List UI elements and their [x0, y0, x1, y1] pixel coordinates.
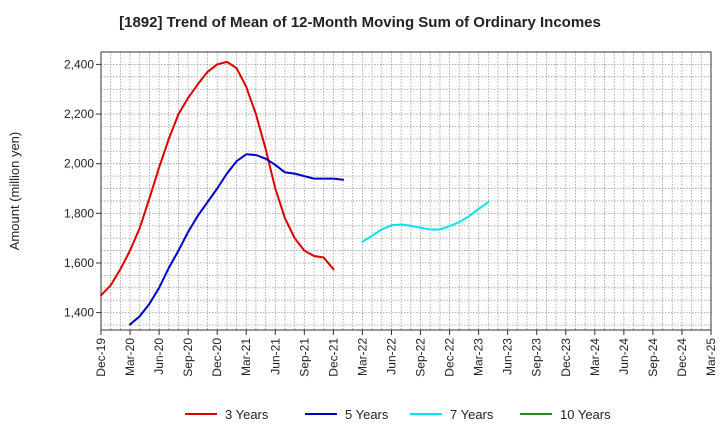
x-tick-label: Jun-20: [152, 338, 166, 375]
x-tick-label: Dec-21: [326, 338, 340, 377]
x-tick-label: Mar-20: [123, 338, 137, 376]
x-tick-label: Sep-23: [530, 338, 544, 377]
series-line-3-years: [100, 60, 335, 297]
x-tick-label: Mar-23: [472, 338, 486, 376]
x-tick-label: Jun-23: [501, 338, 515, 375]
x-tick-label: Sep-21: [297, 338, 311, 377]
series-line-7-years: [361, 201, 490, 243]
y-tick-label: 1,800: [64, 206, 94, 220]
grid-lines: [101, 51, 711, 330]
series-line-5-years: [129, 153, 345, 326]
y-tick-label: 2,400: [64, 57, 94, 71]
plot-frame: [100, 51, 712, 331]
x-tick-label: Sep-20: [181, 338, 195, 377]
x-tick-label: Dec-24: [675, 338, 689, 377]
x-tick-label: Dec-23: [559, 338, 573, 377]
legend-label-3-years: 3 Years: [225, 407, 269, 422]
x-tick-label: Mar-21: [239, 338, 253, 376]
x-tick-label: Dec-20: [210, 338, 224, 377]
x-tick-label: Dec-22: [443, 338, 457, 377]
chart-title: [1892] Trend of Mean of 12-Month Moving …: [119, 14, 601, 31]
legend-label-7-years: 7 Years: [450, 407, 494, 422]
x-tick-label: Dec-19: [94, 338, 108, 377]
x-tick-label: Mar-24: [588, 338, 602, 376]
x-tick-label: Jun-24: [617, 338, 631, 375]
x-tick-label: Mar-25: [704, 338, 718, 376]
y-tick-label: 1,400: [64, 306, 94, 320]
x-tick-label: Jun-21: [268, 338, 282, 375]
legend-label-10-years: 10 Years: [560, 407, 611, 422]
x-tick-label: Sep-22: [414, 338, 428, 377]
y-tick-label: 1,600: [64, 256, 94, 270]
x-tick-label: Jun-22: [384, 338, 398, 375]
y-tick-label: 2,000: [64, 157, 94, 171]
x-tick-label: Mar-22: [355, 338, 369, 376]
y-tick-label: 2,200: [64, 107, 94, 121]
legend-label-5-years: 5 Years: [345, 407, 389, 422]
y-axis-label: Amount (million yen): [7, 132, 22, 251]
x-tick-label: Sep-24: [646, 338, 660, 377]
